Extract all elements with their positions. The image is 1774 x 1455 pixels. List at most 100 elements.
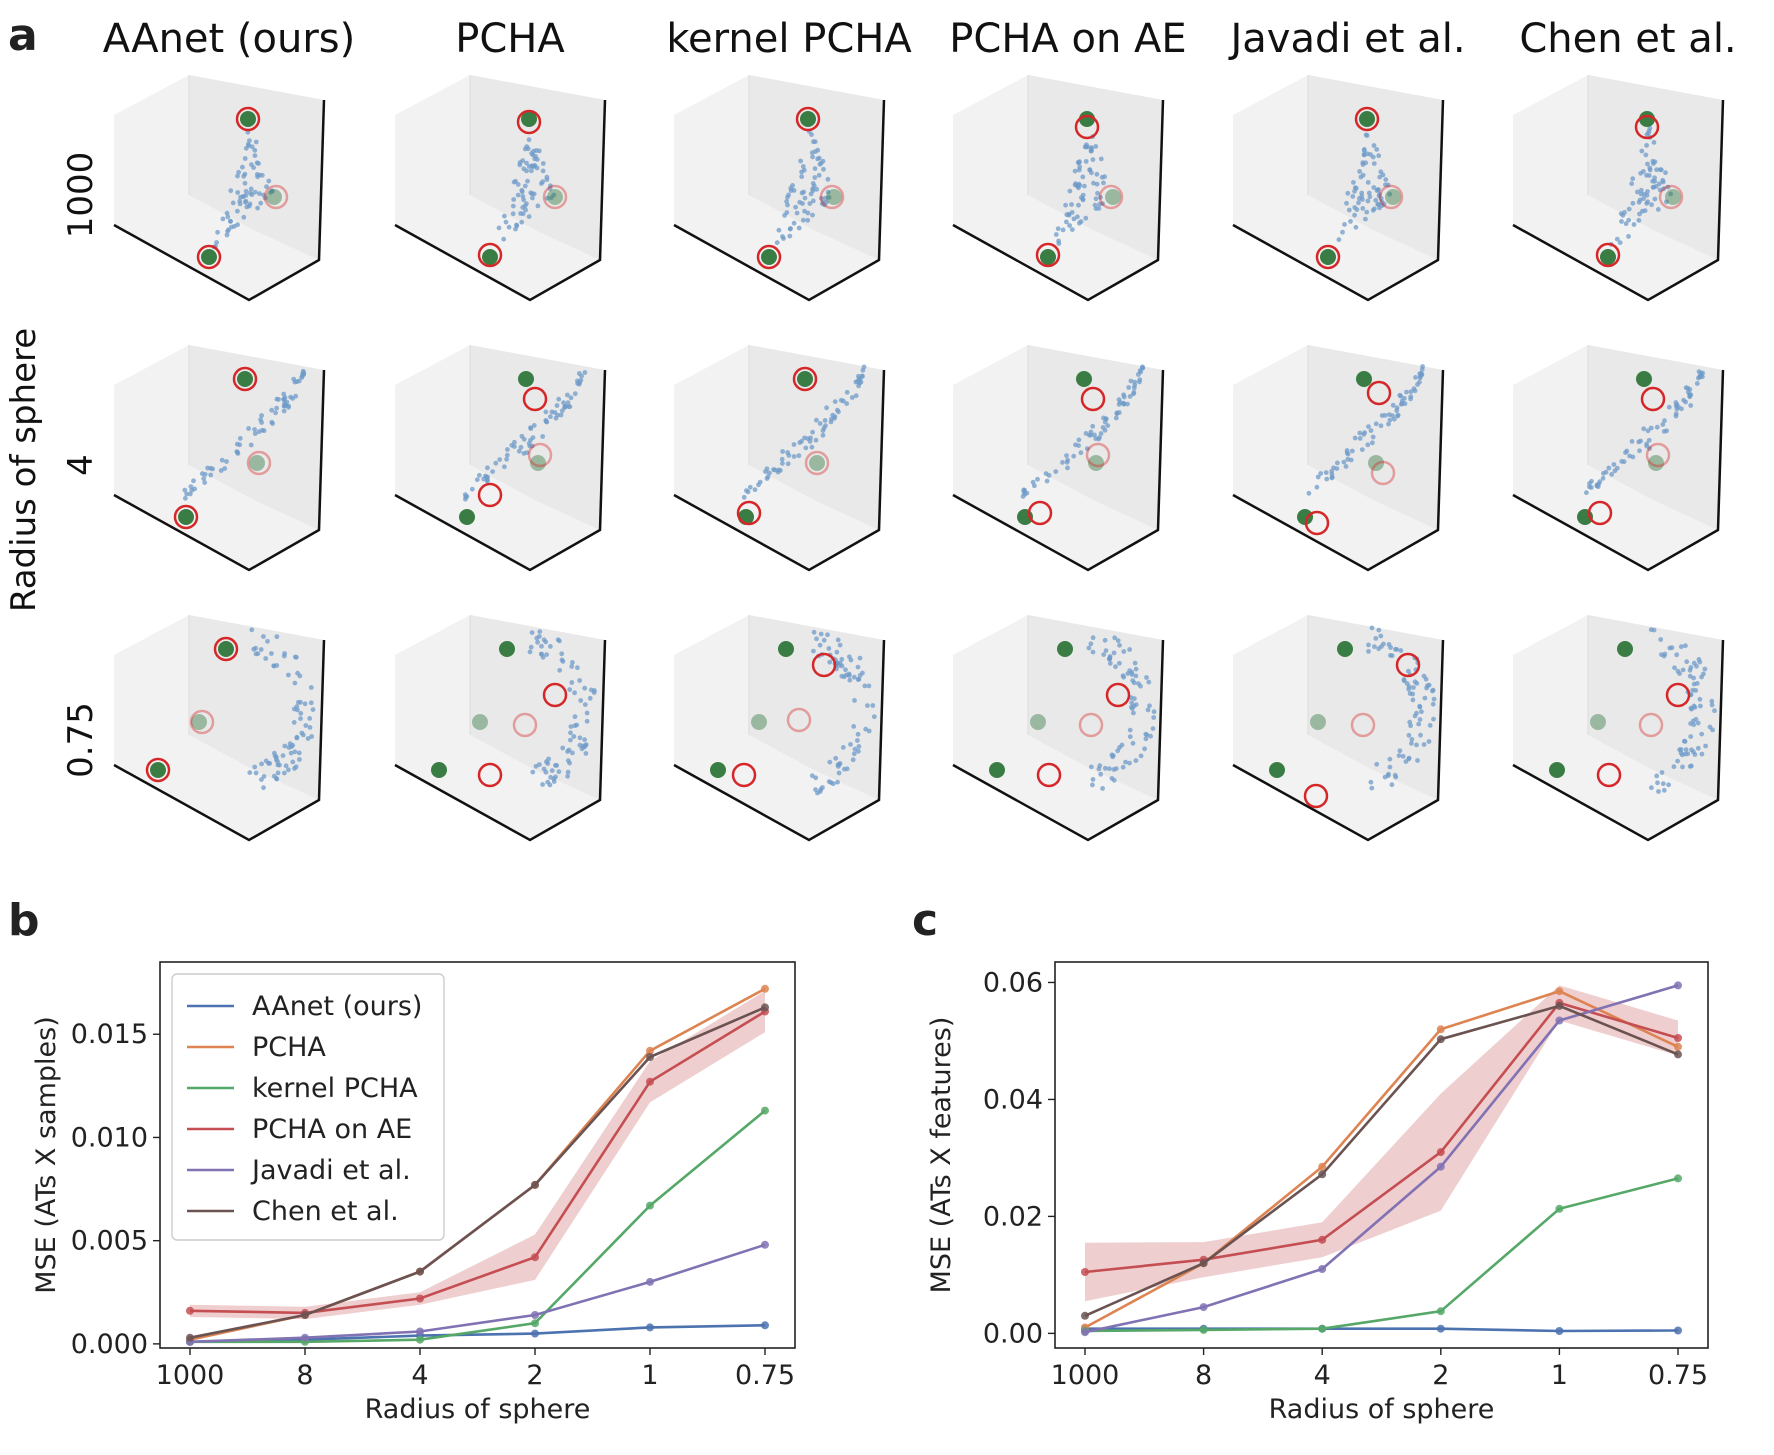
cloud-point [1063, 202, 1068, 208]
cloud-point [236, 169, 241, 175]
cloud-point [1417, 379, 1422, 385]
cloud-point [828, 780, 834, 785]
cloud-point [584, 718, 590, 724]
cloud-point [1430, 701, 1436, 707]
cloud-point [787, 226, 793, 232]
cloud-point [1094, 171, 1100, 177]
data-point [1318, 1324, 1327, 1333]
cloud-point [1655, 780, 1660, 786]
cloud-point [788, 188, 794, 193]
cloud-point [504, 452, 510, 458]
cloud-point [1129, 700, 1135, 706]
cloud-point [790, 183, 795, 188]
cloud-point [1354, 207, 1360, 213]
cloud-point [1072, 168, 1078, 174]
cloud-point [1060, 460, 1065, 465]
cloud-point [1414, 742, 1419, 748]
cloud-point [813, 437, 819, 443]
cloud-point [1093, 144, 1099, 149]
cloud-point [1377, 174, 1383, 180]
x-tick-label: 1 [1551, 1360, 1568, 1391]
cloud-point [188, 484, 194, 489]
cloud-point [567, 760, 572, 766]
legend-label: PCHA [252, 1032, 326, 1063]
cloud-point [1361, 148, 1367, 154]
cloud-point [1096, 206, 1102, 211]
cloud-point [1587, 481, 1592, 486]
predicted-archetype-ring [235, 106, 261, 132]
cloud-point [853, 379, 859, 385]
y-tick-label: 0.005 [71, 1226, 148, 1257]
y-tick-label: 0.00 [983, 1318, 1043, 1349]
scatter-3d-cell [673, 615, 886, 842]
cloud-point [1357, 436, 1363, 441]
cloud-point [1416, 721, 1422, 727]
cloud-point [483, 473, 488, 479]
cloud-point [220, 216, 226, 222]
cloud-point [1352, 435, 1358, 441]
true-archetype-point [710, 762, 726, 778]
row-label: 0.75 [61, 702, 101, 778]
cloud-point [1584, 490, 1589, 496]
cloud-point [1369, 785, 1375, 791]
cloud-point [1132, 660, 1138, 666]
cloud-point [235, 208, 240, 214]
scatter-3d-cell [673, 345, 886, 572]
cloud-point [1137, 379, 1142, 385]
cloud-point [1417, 717, 1423, 722]
data-point [301, 1333, 309, 1342]
cloud-point [1636, 199, 1642, 205]
cloud-point [1614, 236, 1620, 242]
cloud-point [785, 194, 790, 200]
cloud-point [544, 652, 549, 657]
cloud-point [1375, 201, 1381, 207]
true-archetype-point [1636, 371, 1652, 387]
cloud-point [572, 690, 577, 696]
scatter-3d-cell [1512, 615, 1725, 842]
cloud-point [287, 741, 293, 747]
cloud-point [269, 407, 275, 413]
cloud-point [569, 680, 575, 685]
true-archetype-point [1549, 762, 1565, 778]
cloud-point [856, 744, 862, 749]
x-tick-label: 8 [1195, 1360, 1212, 1391]
cloud-point [510, 211, 516, 217]
cloud-point [1146, 679, 1152, 685]
legend-label: Javadi et al. [250, 1155, 411, 1186]
cloud-point [245, 141, 251, 147]
predicted-archetype-ring [1638, 712, 1664, 738]
cloud-point [1641, 191, 1647, 197]
cloud-point [1630, 454, 1636, 460]
cloud-point [235, 173, 240, 179]
scatter-3d-cell [394, 615, 607, 842]
cloud-point [1689, 706, 1694, 712]
cloud-point [298, 716, 303, 721]
cloud-point [1360, 172, 1366, 178]
series-line [189, 1006, 766, 1339]
cloud-point [1090, 157, 1096, 162]
cloud-point [1110, 754, 1116, 760]
cloud-point [1102, 765, 1108, 771]
cloud-point [1115, 638, 1121, 643]
series-line [1084, 1001, 1679, 1274]
cloud-point [1654, 773, 1660, 779]
cloud-point [572, 723, 578, 729]
cloud-point [1078, 219, 1084, 225]
cloud-point [1684, 659, 1690, 665]
cloud-point [1651, 161, 1656, 166]
cloud-point [850, 757, 856, 763]
cloud-point [584, 710, 590, 716]
cloud-point [1138, 753, 1144, 759]
cloud-point [1623, 221, 1629, 227]
cloud-point [560, 745, 566, 751]
cloud-point [1147, 703, 1152, 709]
cloud-point [1656, 789, 1661, 794]
cloud-point [1088, 641, 1094, 647]
cloud-point [1689, 747, 1694, 753]
axis-edges [952, 369, 1165, 572]
x-axis-label: Radius of sphere [1269, 1394, 1495, 1425]
cloud-point [565, 392, 570, 398]
true-archetype-point [218, 641, 234, 657]
cloud-point [1664, 199, 1669, 205]
cloud-point [1397, 748, 1403, 754]
